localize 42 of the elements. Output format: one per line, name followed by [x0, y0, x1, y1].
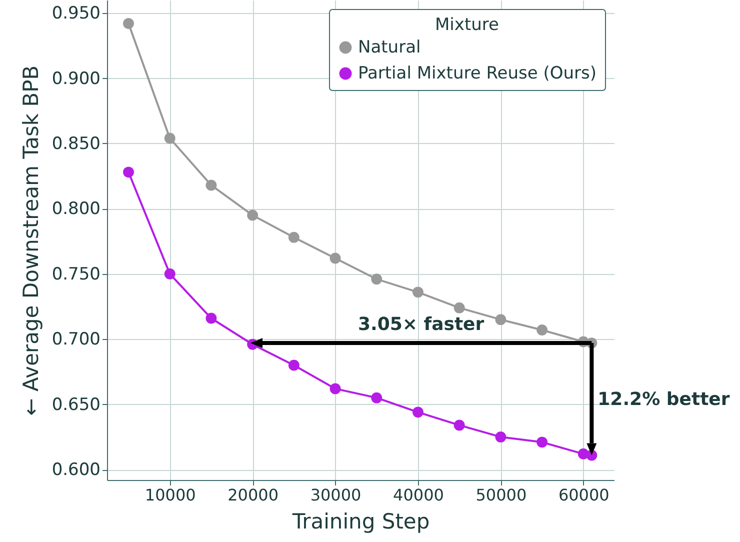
- y-tick-label: 0.700: [52, 330, 100, 350]
- legend-label: Natural: [358, 38, 421, 58]
- point: [123, 18, 134, 29]
- point: [206, 180, 217, 191]
- point: [495, 314, 506, 326]
- point: [247, 210, 258, 221]
- point: [371, 274, 382, 285]
- point: [288, 360, 300, 371]
- annotation: 3.05× faster: [358, 314, 484, 336]
- annotation: 12.2% better: [598, 389, 730, 410]
- point: [412, 286, 424, 298]
- point: [288, 232, 300, 243]
- x-tick-label: 60000: [558, 486, 610, 504]
- x-axis-title: Training Step: [291, 510, 430, 534]
- point: [164, 268, 176, 280]
- point: [412, 406, 424, 418]
- point: [164, 132, 176, 144]
- y-tick-label: 0.950: [52, 4, 100, 24]
- point: [371, 392, 382, 404]
- point: [123, 166, 134, 178]
- y-tick-label: 0.750: [52, 264, 100, 284]
- legend-title: Mixture: [435, 15, 499, 35]
- y-tick-label: 0.850: [52, 134, 100, 154]
- x-tick-label: 30000: [310, 486, 362, 504]
- x-tick-label: 40000: [393, 486, 444, 504]
- point: [330, 252, 341, 264]
- point: [206, 312, 217, 324]
- legend-label: Partial Mixture Reuse (Ours): [358, 64, 596, 84]
- x-tick-label: 20000: [228, 486, 279, 504]
- point: [536, 436, 548, 448]
- x-tick-label: 50000: [476, 486, 527, 504]
- point: [536, 324, 548, 336]
- y-tick-label: 0.600: [52, 460, 100, 480]
- x-tick-label: 10000: [144, 486, 196, 504]
- y-tick-label: 0.650: [52, 394, 100, 415]
- y-axis-title: ← Average Downstream Task BPB: [18, 65, 43, 416]
- point: [330, 383, 341, 394]
- y-tick-label: 0.900: [52, 68, 100, 89]
- point: [454, 420, 465, 431]
- point: [454, 302, 465, 314]
- point: [495, 431, 506, 442]
- y-tick-label: 0.800: [52, 199, 100, 220]
